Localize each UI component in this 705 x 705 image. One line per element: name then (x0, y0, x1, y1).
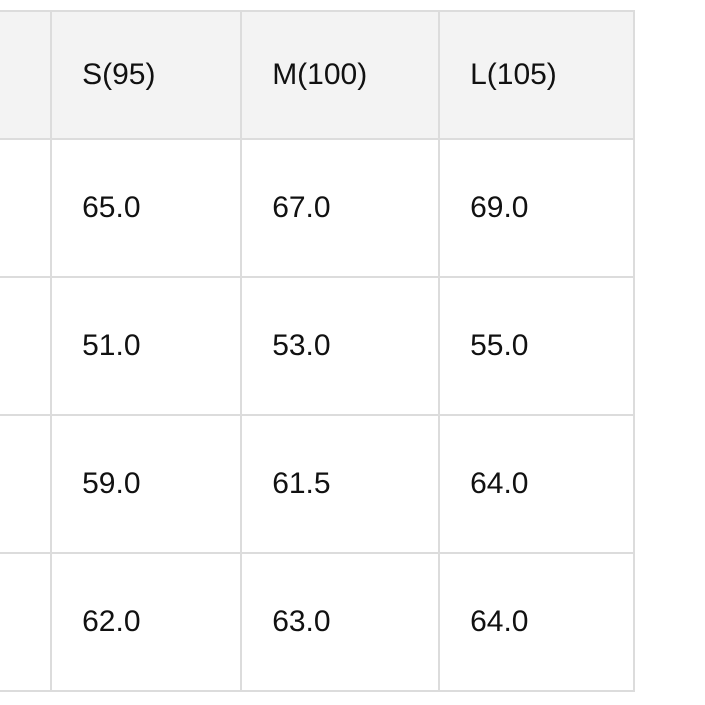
cell-m: 67.0 (241, 139, 439, 277)
cell-l: 64.0 (439, 415, 634, 553)
column-header-s: S(95) (51, 11, 241, 139)
cell-l: 55.0 (439, 277, 634, 415)
column-header-l: L(105) (439, 11, 634, 139)
cell-s: 62.0 (51, 553, 241, 691)
row-label (0, 139, 51, 277)
cell-l: 64.0 (439, 553, 634, 691)
table-header-row: S(95) M(100) L(105) (0, 11, 634, 139)
size-table-container: S(95) M(100) L(105) 65.0 67.0 69.0 51.0 … (0, 10, 635, 692)
cell-m: 61.5 (241, 415, 439, 553)
table-row: 62.0 63.0 64.0 (0, 553, 634, 691)
cell-s: 59.0 (51, 415, 241, 553)
row-label (0, 277, 51, 415)
cell-m: 53.0 (241, 277, 439, 415)
cell-l: 69.0 (439, 139, 634, 277)
cell-m: 63.0 (241, 553, 439, 691)
table-row: 65.0 67.0 69.0 (0, 139, 634, 277)
table-row: 51.0 53.0 55.0 (0, 277, 634, 415)
size-table: S(95) M(100) L(105) 65.0 67.0 69.0 51.0 … (0, 10, 635, 692)
cell-s: 51.0 (51, 277, 241, 415)
row-label (0, 553, 51, 691)
cell-s: 65.0 (51, 139, 241, 277)
table-row: 59.0 61.5 64.0 (0, 415, 634, 553)
column-header-blank (0, 11, 51, 139)
row-label (0, 415, 51, 553)
column-header-m: M(100) (241, 11, 439, 139)
